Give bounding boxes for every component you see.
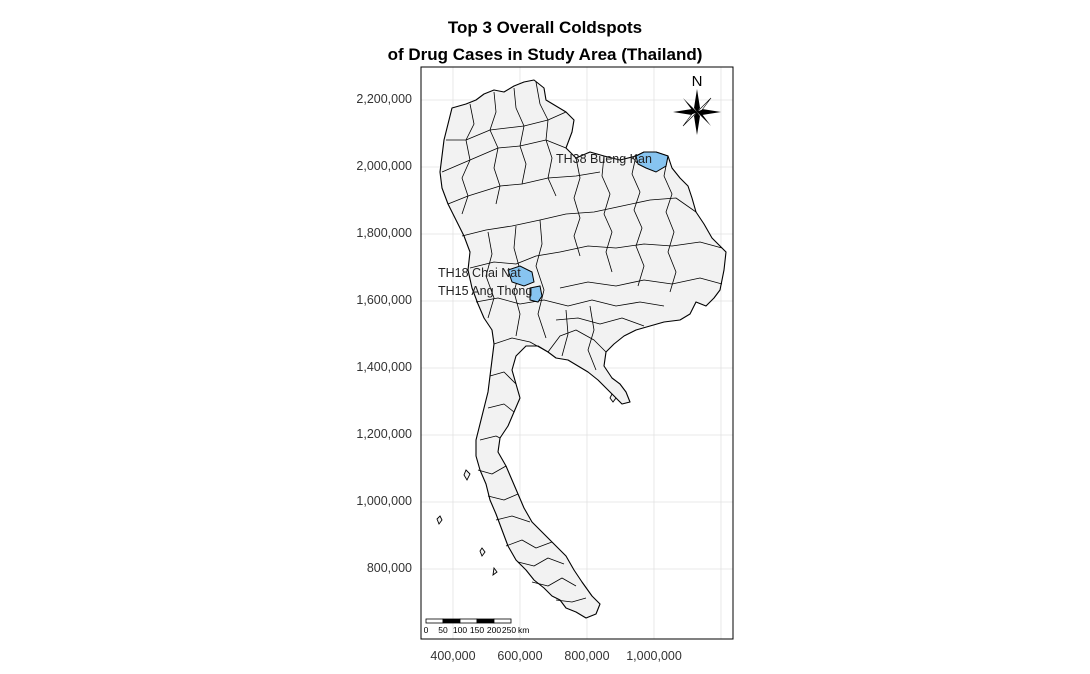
x-tick-label: 400,000 xyxy=(430,649,476,663)
y-tick-label: 2,200,000 xyxy=(356,92,412,106)
north-label: N xyxy=(692,73,703,90)
y-tick-label: 800,000 xyxy=(366,561,412,575)
scale-tick-250: 250 xyxy=(502,625,516,635)
coldspot-label-th15: TH15 Ang Thong xyxy=(438,284,532,298)
scale-unit: km xyxy=(518,625,529,635)
y-tick-label: 1,400,000 xyxy=(356,360,412,374)
y-tick-label: 1,000,000 xyxy=(356,494,412,508)
coldspot-th15-ang-thong[interactable] xyxy=(529,285,543,303)
map-title-line-1: Top 3 Overall Coldspots xyxy=(447,18,643,37)
province-boundaries xyxy=(441,81,723,603)
north-arrow-icon: N xyxy=(673,73,721,135)
coldspot-label-th18: TH18 Chai Nat xyxy=(438,266,521,280)
y-tick-label: 1,800,000 xyxy=(356,226,412,240)
scale-bar: 0 50 100 150 200 250 km xyxy=(424,618,529,635)
y-tick-label: 1,600,000 xyxy=(356,293,412,307)
y-tick-label: 2,000,000 xyxy=(356,159,412,173)
x-tick-label: 600,000 xyxy=(497,649,543,663)
y-tick-label: 1,200,000 xyxy=(356,427,412,441)
coldspot-label-th38: TH38 Bueng Kan xyxy=(556,152,652,166)
coldspot-th18-chai-nat[interactable] xyxy=(507,265,535,287)
scale-tick-150: 150 xyxy=(470,625,484,635)
scale-tick-200: 200 xyxy=(487,625,501,635)
scale-tick-100: 100 xyxy=(453,625,467,635)
x-tick-label: 1,000,000 xyxy=(626,649,682,663)
scale-tick-0: 0 xyxy=(424,625,429,635)
map-panel-border xyxy=(420,66,734,640)
islands xyxy=(436,393,617,577)
scale-tick-50: 50 xyxy=(438,625,448,635)
coldspot-th38-bueng-kan[interactable] xyxy=(635,151,669,173)
x-tick-label: 800,000 xyxy=(564,649,610,663)
map-title-line-2: of Drug Cases in Study Area (Thailand) xyxy=(387,45,703,64)
